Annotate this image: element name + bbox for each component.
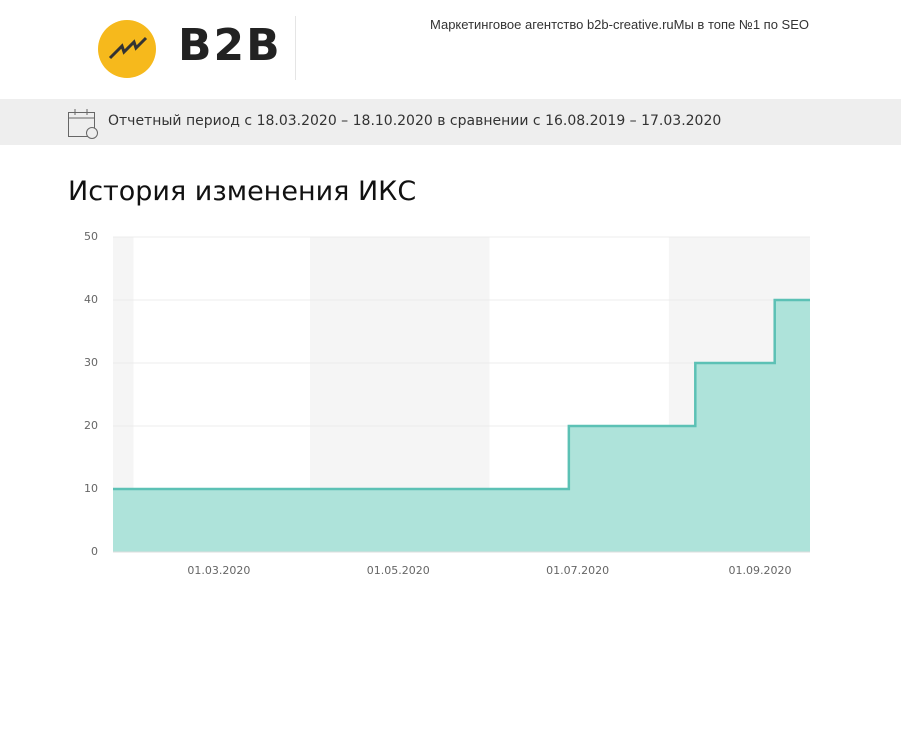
y-tick-label: 30: [84, 356, 98, 369]
x-tick-label: 01.09.2020: [729, 564, 792, 577]
logo-text: B2B: [178, 20, 282, 71]
separator: [295, 16, 296, 80]
line: [113, 298, 810, 491]
logo-icon: [98, 20, 156, 78]
y-tick-label: 0: [91, 545, 98, 558]
y-tick-label: 50: [84, 230, 98, 243]
y-tick-label: 40: [84, 293, 98, 306]
x-tick-label: 01.07.2020: [546, 564, 609, 577]
logo-bolt: [108, 36, 148, 60]
band: [113, 237, 134, 552]
tagline: Маркетинговое агентство b2b-creative.ruМ…: [430, 17, 809, 32]
period-text: Отчетный период с 18.03.2020 – 18.10.202…: [108, 113, 722, 129]
x-tick-label: 01.03.2020: [187, 564, 250, 577]
y-tick-label: 20: [84, 419, 98, 432]
period-bar: Отчетный период с 18.03.2020 – 18.10.202…: [0, 99, 901, 145]
x-tick-label: 01.05.2020: [367, 564, 430, 577]
calendar-icon: [68, 109, 98, 139]
y-tick-label: 10: [84, 482, 98, 495]
chart-title: История изменения ИКС: [68, 176, 417, 207]
